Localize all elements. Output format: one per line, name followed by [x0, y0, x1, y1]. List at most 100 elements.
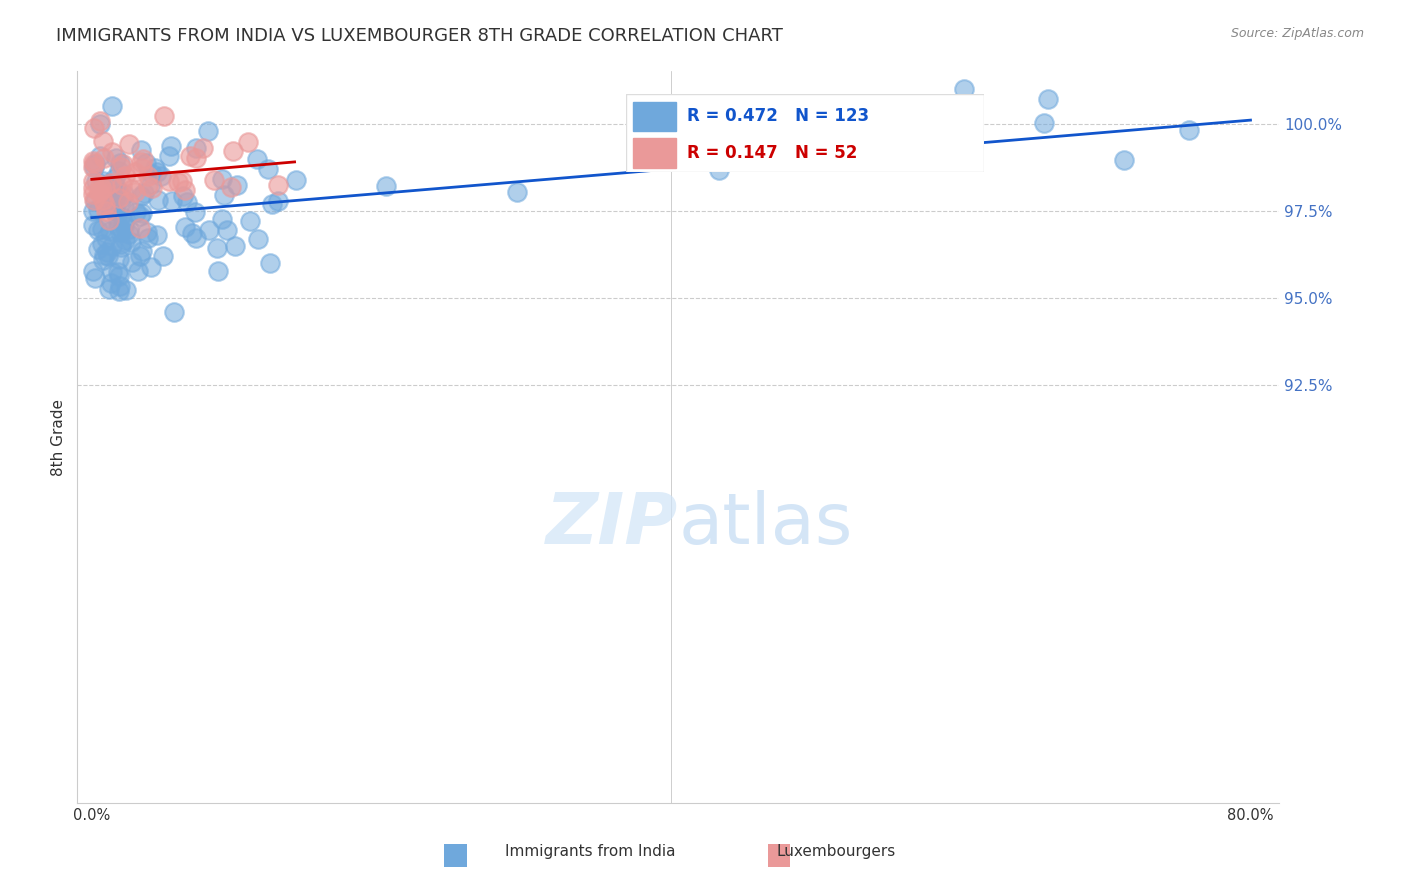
- Point: [211, 211, 233, 226]
- Point: [108, 225, 131, 239]
- Point: [82, 204, 104, 219]
- Point: [246, 152, 269, 166]
- Point: [101, 145, 124, 159]
- Point: [157, 149, 180, 163]
- Point: [167, 175, 190, 189]
- Point: [94, 204, 117, 219]
- Point: [1177, 123, 1199, 137]
- Point: [129, 221, 152, 235]
- Point: [104, 178, 127, 192]
- FancyBboxPatch shape: [444, 844, 467, 867]
- Point: [110, 160, 132, 174]
- Point: [82, 160, 104, 174]
- Point: [707, 162, 730, 177]
- Point: [87, 223, 110, 237]
- Point: [184, 205, 207, 219]
- Point: [111, 222, 134, 236]
- Point: [110, 178, 132, 193]
- Point: [83, 160, 105, 174]
- Point: [82, 154, 104, 169]
- Point: [141, 181, 163, 195]
- Point: [124, 165, 146, 179]
- Point: [89, 117, 111, 131]
- Point: [93, 152, 115, 166]
- Point: [104, 188, 127, 202]
- Point: [97, 249, 120, 263]
- Point: [97, 282, 120, 296]
- Point: [160, 194, 183, 208]
- Point: [259, 256, 281, 270]
- Point: [112, 215, 135, 229]
- Point: [146, 164, 169, 178]
- Point: [157, 174, 180, 188]
- Point: [128, 249, 150, 263]
- Point: [93, 252, 115, 267]
- Point: [139, 260, 162, 274]
- Point: [89, 178, 111, 192]
- Point: [105, 211, 128, 225]
- Point: [893, 107, 915, 121]
- Point: [186, 231, 208, 245]
- Point: [136, 179, 159, 194]
- FancyBboxPatch shape: [633, 138, 676, 169]
- Point: [129, 189, 152, 203]
- Point: [107, 265, 129, 279]
- Point: [132, 186, 155, 201]
- Point: [83, 193, 105, 207]
- Point: [91, 174, 114, 188]
- Point: [107, 184, 129, 198]
- Point: [118, 136, 141, 151]
- Point: [136, 225, 159, 239]
- Point: [184, 141, 207, 155]
- Point: [215, 223, 238, 237]
- Point: [96, 245, 118, 260]
- Point: [121, 255, 143, 269]
- Point: [91, 193, 114, 207]
- Point: [82, 174, 104, 188]
- Point: [120, 235, 142, 250]
- Point: [94, 181, 117, 195]
- Point: [108, 278, 131, 293]
- Point: [114, 169, 136, 184]
- Point: [82, 218, 104, 232]
- Point: [257, 162, 280, 177]
- Point: [1038, 91, 1060, 105]
- Point: [285, 173, 308, 187]
- Point: [139, 178, 162, 192]
- Point: [83, 120, 105, 135]
- Point: [112, 199, 135, 213]
- Point: [153, 109, 176, 123]
- Point: [172, 189, 194, 203]
- Point: [93, 180, 115, 194]
- Point: [83, 157, 105, 171]
- Point: [91, 236, 114, 251]
- Point: [129, 209, 152, 223]
- Point: [207, 264, 229, 278]
- Point: [127, 264, 149, 278]
- Point: [506, 185, 529, 199]
- Point: [110, 210, 132, 224]
- Point: [100, 276, 122, 290]
- Point: [124, 204, 146, 219]
- Point: [90, 221, 112, 235]
- Point: [145, 161, 167, 176]
- Point: [104, 151, 127, 165]
- Point: [212, 187, 235, 202]
- Point: [87, 186, 110, 201]
- Point: [1114, 153, 1136, 167]
- Point: [238, 135, 260, 149]
- Point: [107, 268, 129, 283]
- Point: [108, 252, 131, 266]
- Point: [100, 176, 122, 190]
- Point: [163, 305, 186, 319]
- Point: [1033, 116, 1056, 130]
- Point: [953, 82, 976, 96]
- Point: [101, 203, 124, 218]
- Point: [226, 178, 249, 193]
- Point: [114, 234, 136, 248]
- Point: [173, 184, 195, 198]
- Point: [94, 231, 117, 245]
- Point: [104, 171, 127, 186]
- Point: [131, 205, 153, 219]
- Point: [94, 198, 117, 212]
